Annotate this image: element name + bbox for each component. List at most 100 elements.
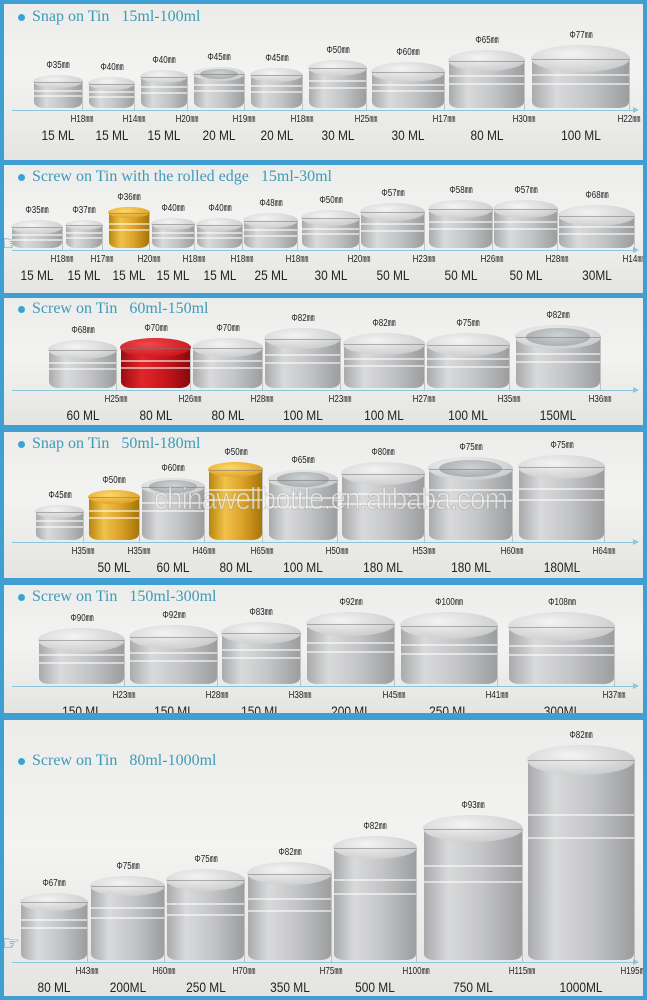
height-label: H35㎜ bbox=[71, 546, 95, 557]
height-measure-line bbox=[331, 873, 332, 962]
diameter-label: Φ70㎜ bbox=[215, 323, 240, 334]
height-measure-line bbox=[139, 497, 140, 542]
height-label: H35㎜ bbox=[127, 546, 151, 557]
tin-product[interactable] bbox=[166, 869, 245, 960]
tin-product[interactable] bbox=[301, 210, 360, 248]
tin-thread bbox=[248, 898, 331, 900]
baseline-axis bbox=[12, 107, 639, 113]
tin-product[interactable] bbox=[192, 338, 263, 388]
tin-product[interactable] bbox=[48, 340, 117, 388]
tin-thread bbox=[334, 892, 416, 895]
diameter-label: Φ36㎜ bbox=[117, 192, 141, 203]
volume-label: 20 ML bbox=[259, 127, 294, 143]
tin-product[interactable] bbox=[196, 218, 243, 248]
tin-thread bbox=[251, 91, 302, 93]
tin-product[interactable] bbox=[428, 457, 513, 540]
tin-product[interactable] bbox=[360, 203, 425, 248]
tin-product[interactable] bbox=[208, 462, 263, 540]
tin-product[interactable] bbox=[426, 333, 510, 388]
tin-product[interactable] bbox=[308, 60, 367, 108]
tin-product[interactable] bbox=[515, 325, 601, 388]
diameter-measure-line bbox=[248, 873, 331, 875]
diameter-label: Φ82㎜ bbox=[546, 310, 570, 321]
tin-thread bbox=[244, 234, 297, 237]
height-label: H35㎜ bbox=[497, 394, 521, 405]
tin-thread bbox=[307, 642, 394, 644]
tin-product[interactable] bbox=[129, 625, 218, 684]
tin-product[interactable] bbox=[193, 67, 245, 108]
volume-label: 15 ML bbox=[112, 267, 146, 283]
tin-thread bbox=[197, 232, 242, 234]
tin-product[interactable] bbox=[428, 200, 493, 248]
diameter-label: Φ75㎜ bbox=[193, 854, 218, 865]
diameter-measure-line bbox=[528, 760, 634, 761]
diameter-measure-line bbox=[197, 224, 242, 226]
tin-product[interactable] bbox=[33, 75, 83, 108]
height-label: H18㎜ bbox=[50, 254, 74, 265]
tin-thread bbox=[197, 237, 242, 239]
tin-thread bbox=[251, 85, 302, 87]
tin-body bbox=[167, 880, 244, 960]
volume-label: 30ML bbox=[581, 267, 612, 283]
volume-label: 60 ML bbox=[65, 407, 100, 423]
tin-thread bbox=[222, 656, 300, 659]
height-measure-line bbox=[62, 227, 63, 250]
diameter-measure-line bbox=[559, 215, 634, 217]
volume-label: 80 ML bbox=[37, 979, 71, 995]
tin-product[interactable] bbox=[508, 612, 615, 684]
tin-thread bbox=[142, 502, 204, 504]
baseline-axis bbox=[12, 539, 639, 545]
tin-product[interactable] bbox=[558, 205, 635, 248]
tin-thread bbox=[509, 644, 614, 647]
tin-body bbox=[248, 873, 331, 960]
height-label: H41㎜ bbox=[485, 690, 509, 701]
tin-product[interactable] bbox=[448, 50, 525, 108]
tin-product[interactable] bbox=[90, 876, 165, 960]
volume-label: 150 ML bbox=[153, 703, 194, 713]
tin-window bbox=[526, 327, 590, 346]
tin-product[interactable] bbox=[264, 328, 341, 388]
volume-label: 30 ML bbox=[313, 267, 348, 283]
tin-product[interactable] bbox=[531, 45, 630, 108]
tin-product[interactable] bbox=[493, 200, 558, 248]
tin-product[interactable] bbox=[221, 622, 301, 684]
tin-product[interactable] bbox=[306, 612, 395, 684]
tin-product[interactable] bbox=[247, 862, 332, 960]
height-label: H195㎜ bbox=[620, 966, 643, 977]
height-label: H100㎜ bbox=[402, 966, 430, 977]
tin-product[interactable] bbox=[35, 505, 84, 540]
diameter-measure-line bbox=[519, 467, 604, 468]
tin-thread bbox=[194, 84, 244, 87]
tin-thread bbox=[167, 913, 244, 916]
tin-product[interactable] bbox=[343, 333, 425, 388]
volume-label: 15 ML bbox=[94, 127, 129, 143]
tin-thread bbox=[39, 654, 124, 656]
tin-product[interactable] bbox=[250, 68, 303, 108]
tin-product[interactable] bbox=[371, 62, 445, 108]
volume-label: 200ML bbox=[109, 979, 146, 995]
tin-product[interactable] bbox=[11, 220, 63, 248]
tin-product[interactable] bbox=[38, 628, 125, 684]
tin-product[interactable] bbox=[527, 745, 635, 960]
diameter-measure-line bbox=[429, 468, 512, 470]
height-measure-line bbox=[134, 83, 135, 110]
tin-product[interactable] bbox=[120, 338, 191, 388]
tin-product[interactable] bbox=[151, 218, 195, 248]
height-measure-line bbox=[337, 479, 338, 542]
diameter-measure-line bbox=[334, 847, 416, 849]
height-measure-line bbox=[102, 225, 103, 250]
diameter-measure-line bbox=[209, 469, 262, 471]
tin-product[interactable] bbox=[20, 893, 88, 960]
tin-product[interactable] bbox=[518, 455, 605, 540]
tin-product[interactable] bbox=[400, 612, 498, 684]
tin-thread bbox=[89, 96, 134, 99]
tin-thread bbox=[494, 221, 557, 223]
tin-product[interactable] bbox=[88, 77, 135, 108]
height-measure-line bbox=[194, 224, 195, 250]
diameter-label: Φ35㎜ bbox=[25, 205, 49, 216]
tin-product[interactable] bbox=[140, 70, 188, 108]
tin-product[interactable] bbox=[423, 815, 523, 960]
tin-product[interactable] bbox=[333, 836, 417, 960]
diameter-measure-line bbox=[265, 338, 340, 340]
tin-product[interactable] bbox=[243, 213, 298, 248]
